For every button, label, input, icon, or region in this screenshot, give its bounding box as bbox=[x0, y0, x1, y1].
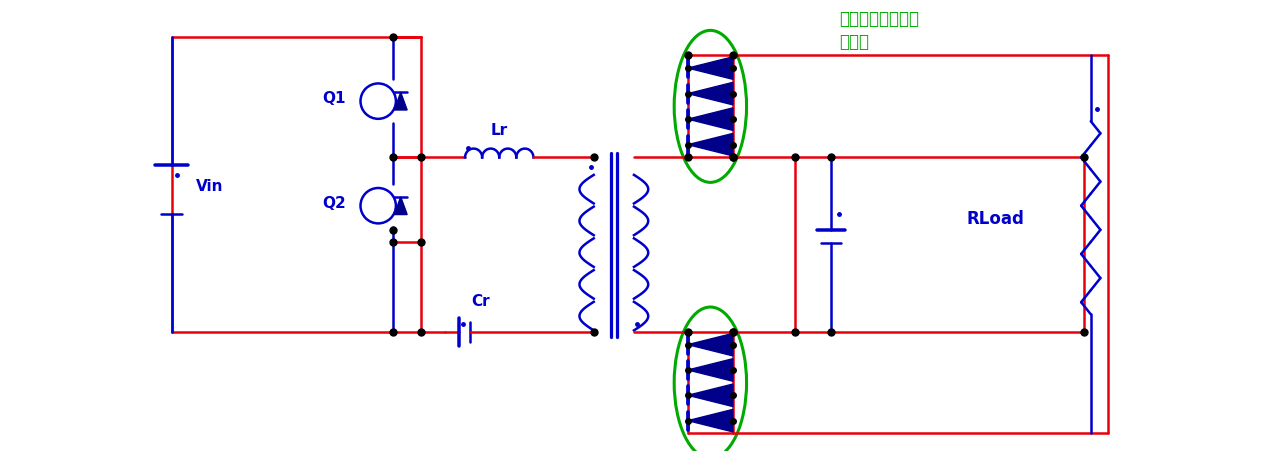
Text: Cr: Cr bbox=[471, 293, 489, 308]
Polygon shape bbox=[688, 384, 733, 407]
Text: Lr: Lr bbox=[490, 123, 507, 138]
Polygon shape bbox=[394, 198, 407, 215]
Polygon shape bbox=[688, 109, 733, 131]
Polygon shape bbox=[688, 134, 733, 156]
Text: Vin: Vin bbox=[195, 179, 223, 193]
Text: 二次側デバイスの
並列化: 二次側デバイスの 並列化 bbox=[838, 9, 919, 51]
Text: Q2: Q2 bbox=[322, 196, 345, 211]
Text: RLoad: RLoad bbox=[967, 209, 1025, 227]
Polygon shape bbox=[688, 83, 733, 106]
Polygon shape bbox=[688, 334, 733, 356]
Polygon shape bbox=[394, 93, 407, 111]
Polygon shape bbox=[688, 410, 733, 432]
Polygon shape bbox=[688, 58, 733, 80]
Text: Q1: Q1 bbox=[322, 91, 345, 106]
Polygon shape bbox=[688, 359, 733, 382]
